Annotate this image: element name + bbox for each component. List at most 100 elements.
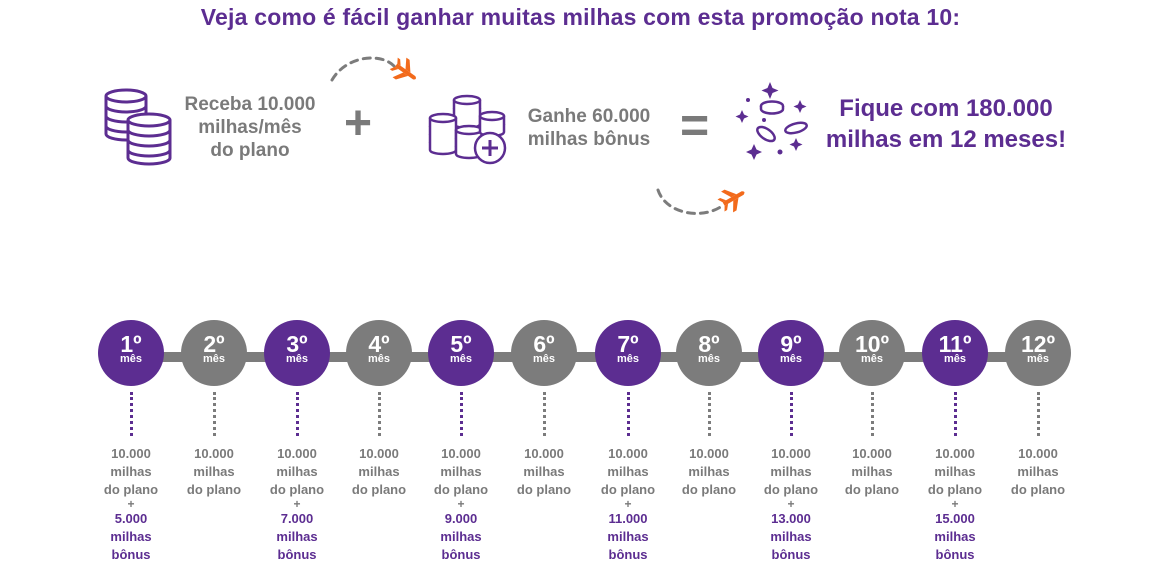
dotted-connector [954, 392, 957, 436]
month-description: 10.000 milhas do plano [504, 445, 584, 499]
plan-miles-line: milhas [440, 464, 482, 479]
month-label: mês [532, 353, 556, 365]
bonus-miles-line: milhas [607, 529, 649, 544]
plan-miles-line: 10.000 [689, 446, 729, 461]
month-circle: 6º mês [511, 320, 577, 386]
plan-miles-line: 10.000 [852, 446, 892, 461]
plus-sign: + [951, 497, 959, 511]
month-description: 10.000 milhas do plano [998, 445, 1078, 499]
month-circle: 5º mês [428, 320, 494, 386]
bonus-miles-line: 9.000 [444, 511, 478, 526]
plan-miles-line: do plano [103, 482, 159, 497]
bonus-miles-text: Ganhe 60.000 milhas bônus [514, 105, 664, 151]
month-number: 12º [1021, 331, 1055, 357]
month-number: 2º [203, 331, 225, 357]
plus-sign: + [127, 497, 135, 511]
bonus-miles-line: bônus [935, 547, 975, 562]
month-description: 10.000 milhas do plano +9.000 milhas bônus [421, 445, 501, 564]
bonus-miles-line: milhas [440, 529, 482, 544]
month-circle: 12º mês [1005, 320, 1071, 386]
result-line1: Fique com 180.000 [839, 95, 1053, 122]
dotted-connector [790, 392, 793, 436]
month-number: 6º [533, 331, 555, 357]
equals-operator: = [680, 97, 710, 153]
month-label: mês [697, 353, 721, 365]
plan-miles-line: 10.000 [935, 446, 975, 461]
bonus-miles-line: bônus [111, 547, 151, 562]
month-circle: 1º mês [98, 320, 164, 386]
plan-miles-line: do plano [681, 482, 737, 497]
bonus-miles-line: 15.000 [935, 511, 975, 526]
month-label: mês [202, 353, 226, 365]
plan-miles-line: do plano [186, 482, 242, 497]
plus-operator: + [344, 97, 373, 150]
plan-miles-line: 10.000 [608, 446, 648, 461]
plan-miles-line: 10.000 [277, 446, 317, 461]
month-label: mês [367, 353, 391, 365]
plan-miles-line: milhas [358, 464, 400, 479]
bonus-miles-line: 13.000 [771, 511, 811, 526]
timeline-track [130, 352, 1040, 362]
plan-miles-line: milhas [688, 464, 730, 479]
month-number: 11º [938, 331, 972, 357]
plan-miles-line: milhas [1017, 464, 1059, 479]
plan-miles-line: do plano [600, 482, 656, 497]
month-description: 10.000 milhas do plano [339, 445, 419, 499]
plan-miles-line: 10.000 [524, 446, 564, 461]
month-description: 10.000 milhas do plano +13.000 milhas bônus [751, 445, 831, 564]
plan-miles-line: do plano [763, 482, 819, 497]
plan-miles-line: milhas [934, 464, 976, 479]
dotted-connector [871, 392, 874, 436]
coins-plus-icon [428, 94, 507, 165]
plan-miles-line2: milhas/mês [198, 117, 302, 138]
bonus-miles-line: bônus [771, 547, 811, 562]
dotted-connector [543, 392, 546, 436]
plan-miles-line: do plano [1010, 482, 1066, 497]
month-number: 3º [286, 331, 308, 357]
month-circle: 10º mês [839, 320, 905, 386]
month-circle: 4º mês [346, 320, 412, 386]
month-label: mês [449, 353, 473, 365]
month-description: 10.000 milhas do plano +7.000 milhas bônus [257, 445, 337, 564]
dotted-connector [708, 392, 711, 436]
plan-miles-line: milhas [851, 464, 893, 479]
plus-sign: + [787, 497, 795, 511]
month-description: 10.000 milhas do plano [669, 445, 749, 499]
month-number: 5º [450, 331, 472, 357]
plan-miles-line: do plano [433, 482, 489, 497]
plan-miles-line: do plano [351, 482, 407, 497]
dotted-connector [460, 392, 463, 436]
month-number: 8º [698, 331, 720, 357]
dotted-connector [627, 392, 630, 436]
airplane-icon [330, 56, 417, 82]
plus-sign: + [624, 497, 632, 511]
month-number: 1º [120, 331, 142, 357]
sparkle-coins-icon [735, 82, 808, 160]
dotted-connector [130, 392, 133, 436]
plan-miles-line: 10.000 [359, 446, 399, 461]
plan-miles-line: 10.000 [1018, 446, 1058, 461]
plan-miles-line: milhas [607, 464, 649, 479]
month-label: mês [860, 353, 884, 365]
plan-miles-line: milhas [523, 464, 565, 479]
bonus-miles-line: bônus [608, 547, 648, 562]
month-number: 4º [368, 331, 390, 357]
result-line2: milhas em 12 meses! [825, 126, 1067, 153]
bonus-miles-line: milhas [276, 529, 318, 544]
month-circle: 2º mês [181, 320, 247, 386]
plan-miles-line: 10.000 [194, 446, 234, 461]
plan-miles-line: do plano [269, 482, 325, 497]
bonus-miles-line: 5.000 [114, 511, 148, 526]
plus-sign: + [293, 497, 301, 511]
plan-miles-line: milhas [276, 464, 318, 479]
month-description: 10.000 milhas do plano +5.000 milhas bônus [91, 445, 171, 564]
month-number: 9º [780, 331, 802, 357]
plan-miles-line1: Receba 10.000 [184, 94, 316, 115]
coins-stack-icon [104, 88, 172, 166]
month-description: 10.000 milhas do plano +11.000 milhas bônus [588, 445, 668, 564]
airplane-icon [656, 188, 745, 215]
bonus-miles-line1: Ganhe 60.000 [527, 106, 651, 127]
dotted-connector [378, 392, 381, 436]
bonus-miles-line: bônus [441, 547, 481, 562]
bonus-miles-line2: milhas bônus [527, 129, 651, 150]
